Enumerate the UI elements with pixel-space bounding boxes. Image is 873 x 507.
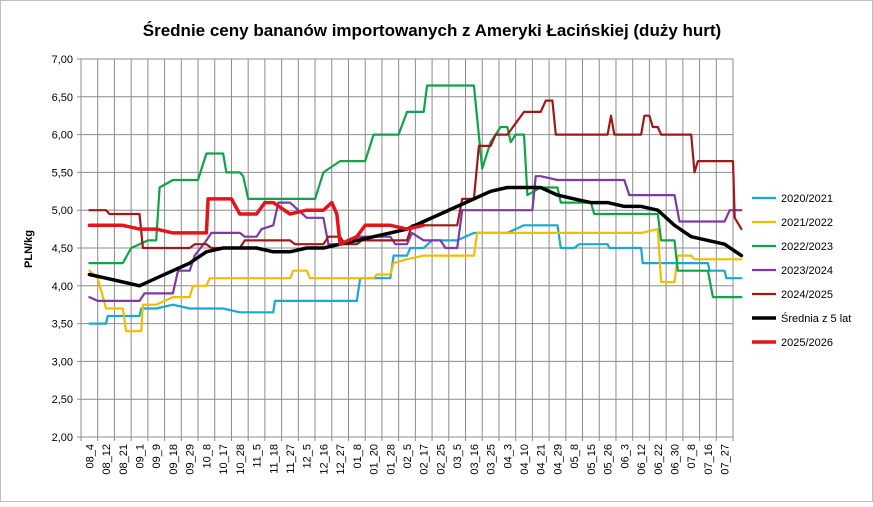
series-layer bbox=[87, 84, 744, 333]
x-tick-label: 02_17 bbox=[419, 444, 431, 475]
legend-label: 2020/2021 bbox=[781, 193, 833, 205]
x-tick-label: 11_27 bbox=[285, 444, 297, 474]
x-tick-label: 06_3 bbox=[619, 444, 631, 468]
x-tick-label: 05_26 bbox=[603, 444, 615, 475]
x-tick-label: 01_28 bbox=[385, 444, 397, 475]
x-tick-label: 11_5 bbox=[252, 444, 264, 468]
y-tick-label: 6,50 bbox=[52, 92, 73, 104]
y-tick-label: 3,50 bbox=[52, 319, 73, 331]
legend: 2020/2021 2021/2022 2022/2023 2023/2024 2024… bbox=[752, 193, 851, 349]
x-tick-label: 02_5 bbox=[402, 444, 414, 468]
legend-label: 2023/2024 bbox=[781, 265, 833, 277]
series-line bbox=[88, 84, 743, 299]
x-tick-label: 10_8 bbox=[201, 444, 213, 468]
x-tick-label: 05_8 bbox=[569, 444, 581, 468]
x-tick-label: 10_28 bbox=[235, 444, 247, 475]
x-tick-label: 12_5 bbox=[302, 444, 314, 468]
legend-label: 2022/2023 bbox=[781, 241, 833, 253]
y-tick-label: 4,50 bbox=[52, 243, 73, 255]
chart-title: Średnie ceny bananów importowanych z Ame… bbox=[143, 21, 721, 40]
x-tick-label: 03_16 bbox=[469, 444, 481, 475]
x-tick-label: 04_21 bbox=[536, 444, 548, 475]
series-line bbox=[88, 228, 743, 333]
y-axis-label: PLN/kg bbox=[23, 230, 35, 268]
series-line bbox=[87, 197, 426, 246]
legend-label: 2024/2025 bbox=[781, 289, 833, 301]
x-tick-label: 09_1 bbox=[135, 444, 147, 468]
series-line bbox=[88, 224, 743, 325]
x-tick-label: 08_12 bbox=[101, 444, 113, 475]
x-tick-label: 07_8 bbox=[686, 444, 698, 468]
x-tick-label: 12_16 bbox=[318, 444, 330, 475]
x-tick-label: 07_27 bbox=[720, 444, 732, 475]
x-tick-label: 05_15 bbox=[586, 444, 598, 475]
x-tick-label: 02_25 bbox=[435, 444, 447, 475]
x-tick-label: 12_27 bbox=[335, 444, 347, 475]
x-tick-label: 01_8 bbox=[352, 444, 364, 468]
x-tick-label: 03_25 bbox=[486, 444, 498, 475]
legend-label: Średnia z 5 lat bbox=[781, 312, 851, 325]
series-line bbox=[87, 185, 744, 288]
x-tick-label: 04_10 bbox=[519, 444, 531, 475]
x-tick-label: 06_30 bbox=[669, 444, 681, 475]
x-tick-label: 06_12 bbox=[636, 444, 648, 475]
y-tick-label: 5,00 bbox=[52, 205, 73, 217]
x-tick-label: 09_29 bbox=[185, 444, 197, 475]
y-tick-label: 6,00 bbox=[52, 130, 73, 142]
x-tick-label: 04_29 bbox=[552, 444, 564, 475]
y-tick-label: 5,50 bbox=[52, 167, 73, 179]
x-tick-label: 07_16 bbox=[703, 444, 715, 475]
y-tick-label: 7,00 bbox=[52, 54, 73, 66]
x-tick-label: 09_18 bbox=[168, 444, 180, 475]
legend-label: 2021/2022 bbox=[781, 217, 833, 229]
y-tick-label: 2,00 bbox=[52, 432, 73, 444]
legend-label: 2025/2026 bbox=[781, 337, 833, 349]
y-tick-label: 4,00 bbox=[52, 281, 73, 293]
y-tick-label: 3,00 bbox=[52, 356, 73, 368]
x-tick-label: 04_3 bbox=[502, 444, 514, 468]
x-tick-label: 10_17 bbox=[218, 444, 230, 475]
x-tick-label: 01_20 bbox=[369, 444, 381, 475]
x-tick-label: 08_4 bbox=[84, 444, 96, 468]
x-tick-label: 08_21 bbox=[118, 444, 130, 475]
x-tick-label: 06_22 bbox=[653, 444, 665, 475]
x-tick-label: 11_18 bbox=[268, 444, 280, 474]
x-tick-label: 09_9 bbox=[151, 444, 163, 468]
y-tick-label: 2,50 bbox=[52, 394, 73, 406]
axis-layer: 2,00 2,50 3,00 3,50 4,00 4,50 5,00 5,50 6,00 6,50… bbox=[52, 54, 734, 475]
x-tick-label: 03_5 bbox=[452, 444, 464, 468]
